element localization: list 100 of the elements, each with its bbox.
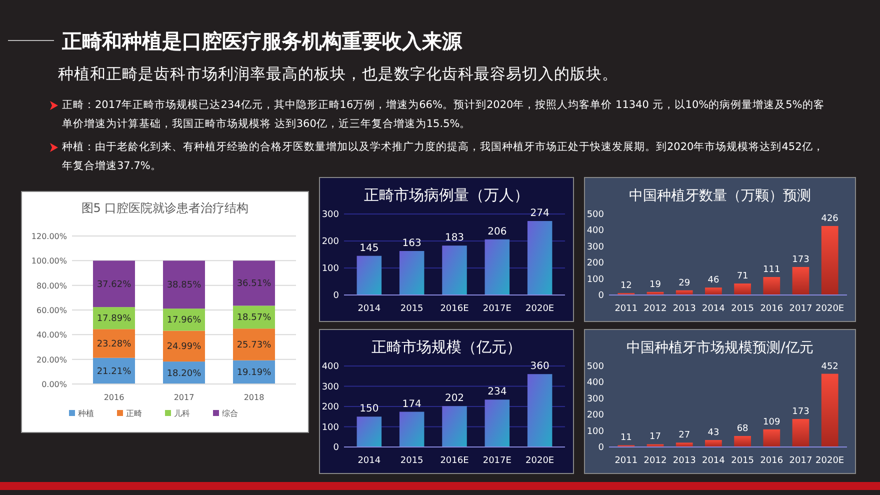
- y-tick-label: 300: [586, 394, 604, 404]
- x-tick-label: 2016: [760, 304, 784, 314]
- bar: [163, 260, 205, 309]
- x-tick-label: 2014: [702, 304, 726, 314]
- bar: [734, 284, 751, 295]
- y-tick-label: 100: [322, 264, 340, 274]
- x-tick-label: 2011: [614, 456, 638, 466]
- data-label: 234: [488, 386, 507, 398]
- y-tick-label: 80.00%: [36, 281, 68, 290]
- data-label: 173: [792, 406, 810, 417]
- y-tick-label: 300: [586, 242, 604, 252]
- bar: [233, 260, 275, 306]
- bar: [821, 374, 838, 447]
- x-tick-label: 2017E: [482, 304, 512, 314]
- data-label: 43: [708, 428, 720, 438]
- data-label: 46: [708, 276, 720, 286]
- x-tick-label: 2013: [672, 456, 696, 466]
- data-label: 68: [736, 424, 749, 434]
- x-tick-label: 2015: [731, 304, 754, 314]
- x-tick-label: 2014: [358, 456, 381, 466]
- bar: [233, 328, 275, 360]
- data-label: 18.57%: [236, 313, 272, 324]
- x-tick-label: 2017: [174, 393, 194, 402]
- text: 正畸：2017年正畸市场规模已达234亿元，其中隐形正畸16万例，增速为66%。预计到2020年，按照人均客单价 11340 元，以10%的病例量增速及5%的客单价增速为计算基础，我国正畸市场规模将 达到360亿，近三年复合增速为15.5%。: [62, 98, 826, 132]
- x-tick-label: 2018: [244, 393, 264, 402]
- bar: [484, 239, 510, 295]
- data-label: 163: [402, 238, 422, 249]
- x-tick-label: 2020E: [526, 304, 554, 314]
- x-tick-label: 2020E: [526, 456, 554, 466]
- legend-label: 综合: [222, 409, 238, 418]
- data-label: 183: [444, 232, 464, 244]
- data-label: 173: [792, 254, 810, 265]
- bar: [356, 416, 382, 447]
- y-tick-label: 120.00%: [31, 232, 68, 241]
- chart-title: 正畸市场规模（亿元）: [372, 338, 522, 356]
- bar: [705, 288, 722, 295]
- x-tick-label: 2012: [644, 456, 667, 466]
- x-tick-label: 2013: [672, 304, 696, 314]
- data-label: 38.85%: [166, 280, 202, 291]
- data-label: 426: [821, 214, 839, 224]
- chart-title: 中国种植牙数量（万颗）预测: [629, 188, 811, 204]
- y-tick-label: 0: [333, 291, 340, 301]
- data-label: 452: [821, 362, 838, 372]
- bar: [93, 260, 135, 308]
- y-tick-label: 500: [586, 210, 604, 220]
- x-tick-label: 2016: [104, 393, 124, 402]
- x-tick-label: 2017E: [482, 456, 512, 466]
- chart-title: 正畸市场病例量（万人）: [364, 186, 529, 204]
- legend-label: 儿科: [174, 409, 190, 418]
- data-label: 19.19%: [236, 368, 272, 378]
- y-tick-label: 200: [586, 258, 604, 269]
- y-tick-label: 100.00%: [31, 256, 68, 266]
- x-tick-label: 2020E: [816, 304, 844, 314]
- y-tick-label: 0.00%: [42, 380, 68, 389]
- data-label: 37.62%: [96, 280, 132, 290]
- chart-title: 中国种植牙市场规模预测/亿元: [626, 340, 814, 356]
- bar: [442, 406, 467, 447]
- bar: [763, 429, 780, 447]
- data-label: 23.28%: [96, 339, 132, 350]
- data-label: 17.96%: [166, 316, 202, 326]
- data-label: 206: [488, 226, 507, 238]
- data-label: 12: [620, 281, 632, 292]
- y-tick-label: 400: [586, 226, 604, 236]
- data-label: 11: [620, 433, 632, 444]
- y-tick-label: 200: [322, 237, 340, 247]
- data-label: 25.73%: [236, 340, 272, 350]
- x-tick-label: 2015: [400, 456, 424, 466]
- x-tick-label: 2017: [789, 456, 812, 466]
- bar: [163, 330, 205, 362]
- text: 种植：由于老龄化到来、有种植牙经验的合格牙医数量增加以及学术推广力度的提高，我国种植牙市场正处于快速发展期。到2020年市场规模将达到452亿，年复合增速37.7%。: [62, 140, 825, 174]
- y-tick-label: 40.00%: [36, 330, 68, 340]
- y-tick-label: 0: [598, 291, 604, 301]
- y-tick-label: 500: [586, 362, 604, 372]
- chart-title: 图5 口腔医院就诊患者治疗结构: [81, 201, 249, 215]
- y-tick-label: 100: [586, 274, 604, 285]
- x-tick-label: 2020E: [816, 456, 844, 466]
- bar: [821, 226, 838, 295]
- x-tick-label: 2011: [614, 304, 638, 314]
- data-label: 19: [650, 280, 662, 290]
- x-tick-label: 2012: [644, 304, 667, 314]
- text: 正畸和种植是口腔医疗服务机构重要收入来源: [62, 28, 462, 55]
- data-label: 24.99%: [166, 342, 202, 352]
- y-tick-label: 60.00%: [36, 306, 68, 315]
- legend-label: 正畸: [126, 409, 142, 418]
- y-tick-label: 0: [598, 443, 604, 453]
- x-tick-label: 2015: [731, 456, 754, 466]
- y-tick-label: 200: [586, 410, 604, 421]
- data-label: 360: [530, 361, 550, 372]
- y-tick-label: 400: [322, 362, 340, 372]
- bar: [93, 329, 135, 358]
- data-label: 174: [402, 398, 422, 410]
- data-label: 150: [360, 404, 379, 415]
- data-label: 36.51%: [236, 279, 272, 290]
- data-label: 17: [650, 432, 661, 442]
- x-tick-label: 2014: [702, 456, 726, 466]
- bar: [527, 221, 552, 295]
- x-tick-label: 2017: [789, 304, 812, 314]
- bar: [399, 412, 424, 447]
- y-tick-label: 100: [586, 426, 604, 437]
- bar: [233, 306, 275, 329]
